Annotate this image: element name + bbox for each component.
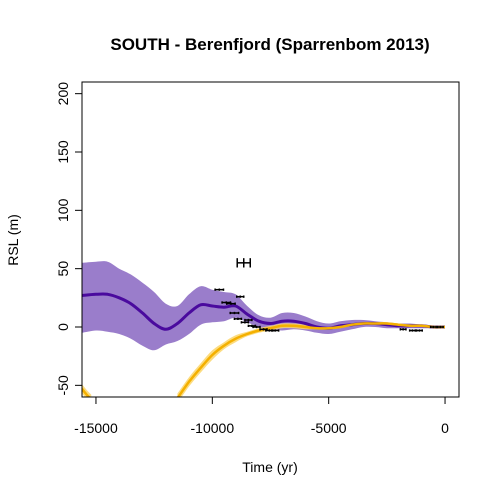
y-tick-label: 100 bbox=[55, 198, 71, 222]
data-point-17 bbox=[429, 325, 437, 329]
plot-frame bbox=[81, 81, 460, 398]
x-tick-label: -5000 bbox=[311, 420, 347, 436]
chart-title: SOUTH - Berenfjord (Sparrenbom 2013) bbox=[110, 35, 429, 54]
data-point-5 bbox=[236, 295, 245, 298]
data-point-2 bbox=[225, 302, 236, 305]
x-tick-label: -15000 bbox=[74, 420, 118, 436]
x-axis: -15000 -10000 -5000 0 bbox=[74, 397, 449, 436]
data-point-18 bbox=[436, 325, 444, 329]
data-point-4 bbox=[233, 317, 243, 320]
data-point-7 bbox=[244, 318, 253, 322]
data-point-12 bbox=[270, 329, 280, 332]
x-axis-label: Time (yr) bbox=[242, 459, 297, 475]
y-tick-label: -50 bbox=[55, 375, 71, 395]
gia-line-2 bbox=[176, 322, 446, 397]
posterior-band-0 bbox=[82, 261, 445, 351]
plot-area bbox=[82, 258, 446, 397]
x-tick-label: -10000 bbox=[191, 420, 235, 436]
data-point-6 bbox=[240, 321, 250, 324]
y-tick-label: 200 bbox=[55, 82, 71, 106]
x-tick-label: 0 bbox=[441, 420, 449, 436]
data-point-9 bbox=[252, 325, 261, 329]
gia-line-1 bbox=[82, 388, 91, 397]
y-axis-label: RSL (m) bbox=[5, 214, 21, 266]
data-point-3 bbox=[229, 311, 240, 315]
y-axis: -50 0 50 100 150 200 bbox=[55, 82, 82, 395]
data-point-15 bbox=[408, 329, 416, 332]
y-tick-label: 150 bbox=[55, 140, 71, 164]
y-tick-label: 0 bbox=[55, 323, 71, 331]
data-point-14 bbox=[399, 328, 407, 331]
y-tick-label: 50 bbox=[55, 261, 71, 277]
data-point-16 bbox=[415, 329, 423, 332]
data-point-13 bbox=[236, 258, 252, 268]
gia-band-2 bbox=[177, 322, 445, 397]
data-point-0 bbox=[214, 288, 225, 291]
